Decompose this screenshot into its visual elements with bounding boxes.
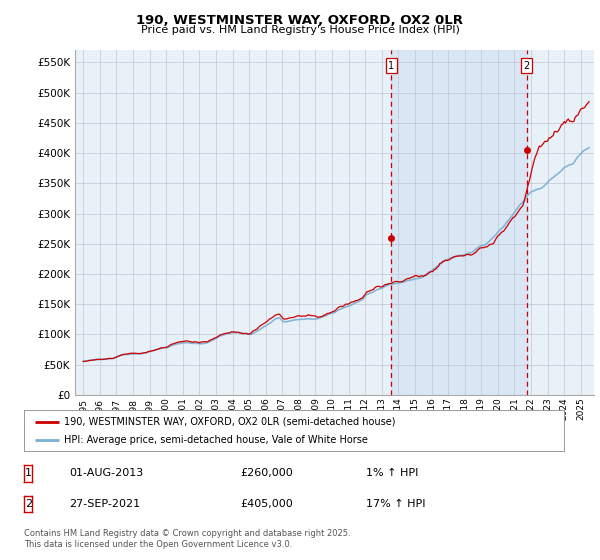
Text: £405,000: £405,000 <box>240 499 293 509</box>
Text: 190, WESTMINSTER WAY, OXFORD, OX2 0LR (semi-detached house): 190, WESTMINSTER WAY, OXFORD, OX2 0LR (s… <box>65 417 396 427</box>
Text: 190, WESTMINSTER WAY, OXFORD, OX2 0LR: 190, WESTMINSTER WAY, OXFORD, OX2 0LR <box>137 14 464 27</box>
Text: 2: 2 <box>524 60 530 71</box>
Text: 1: 1 <box>388 60 394 71</box>
Text: HPI: Average price, semi-detached house, Vale of White Horse: HPI: Average price, semi-detached house,… <box>65 435 368 445</box>
Text: Price paid vs. HM Land Registry's House Price Index (HPI): Price paid vs. HM Land Registry's House … <box>140 25 460 35</box>
Text: 17% ↑ HPI: 17% ↑ HPI <box>366 499 425 509</box>
Bar <box>391 50 527 395</box>
Text: 27-SEP-2021: 27-SEP-2021 <box>69 499 140 509</box>
Text: £260,000: £260,000 <box>240 468 293 478</box>
Text: 1% ↑ HPI: 1% ↑ HPI <box>366 468 418 478</box>
Text: 1: 1 <box>25 468 32 478</box>
Text: 2: 2 <box>25 499 32 509</box>
Text: 01-AUG-2013: 01-AUG-2013 <box>69 468 143 478</box>
Text: Contains HM Land Registry data © Crown copyright and database right 2025.
This d: Contains HM Land Registry data © Crown c… <box>24 529 350 549</box>
